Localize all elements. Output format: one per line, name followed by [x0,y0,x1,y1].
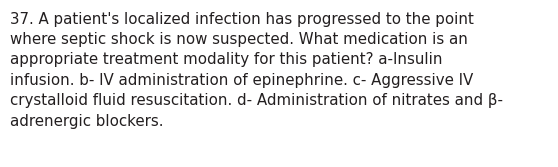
Text: 37. A patient's localized infection has progressed to the point
where septic sho: 37. A patient's localized infection has … [10,12,503,129]
